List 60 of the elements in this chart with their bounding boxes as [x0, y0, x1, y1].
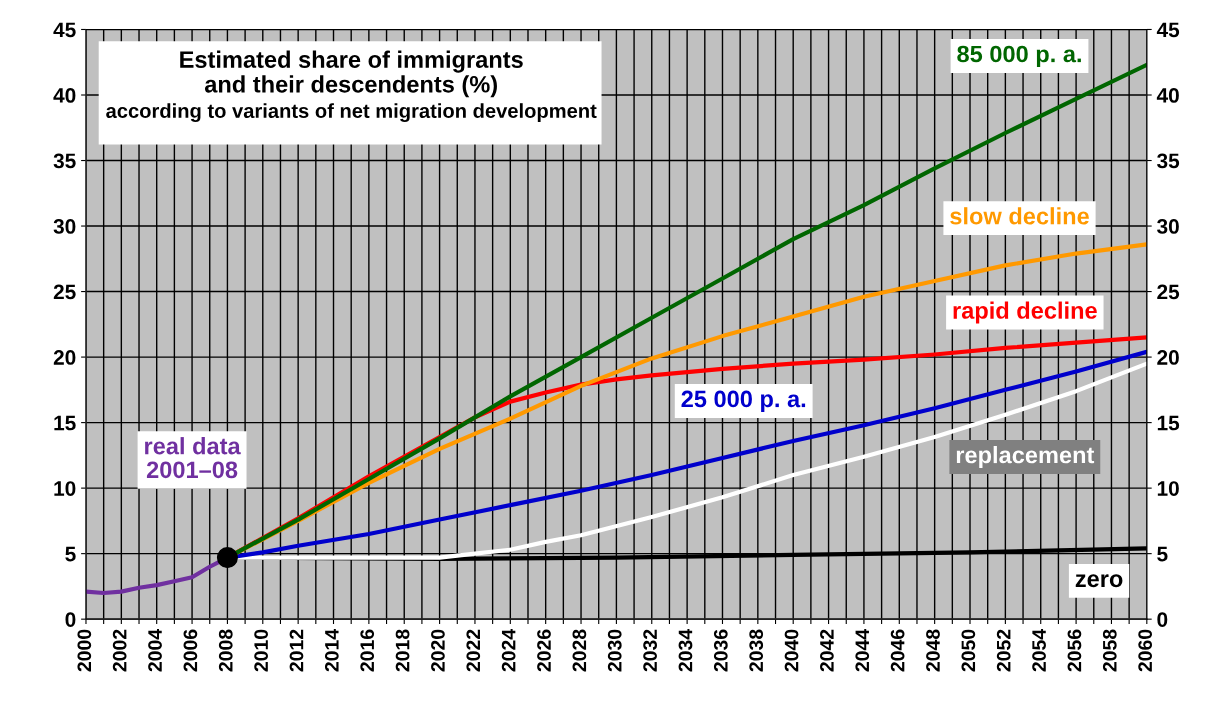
text: real data 2001–08 — [145, 437, 241, 479]
y-tick-label: 30 — [53, 219, 76, 234]
y2-tick-label: 15 — [1157, 415, 1180, 431]
x-tick-label: 2028 — [572, 629, 587, 672]
y-tick-label: 35 — [53, 153, 76, 169]
x-tick-label: 2016 — [360, 629, 375, 672]
y2-tick-label: 45 — [1156, 22, 1180, 38]
x-tick-label: 2052 — [996, 629, 1011, 672]
x-tick-label: 2060 — [1138, 629, 1153, 672]
y-tick-label: 25 — [53, 284, 76, 300]
x-tick-label: 2034 — [678, 628, 693, 672]
y2-tick-label: 25 — [1157, 284, 1180, 300]
y-tick-label: 5 — [65, 546, 76, 562]
x-tick-label: 2024 — [501, 628, 516, 672]
x-tick-label: 2000 — [77, 629, 92, 672]
series-label: rapid decline — [953, 301, 1097, 324]
x-tick-label: 2012 — [289, 629, 304, 672]
y2-tick-label: 10 — [1157, 481, 1179, 496]
x-tick-label: 2058 — [1102, 629, 1117, 672]
y-tick-label: 40 — [53, 88, 76, 103]
x-tick-label: 2056 — [1067, 629, 1082, 672]
y2-tick-label: 30 — [1157, 219, 1179, 234]
x-tick-label: 2036 — [713, 629, 728, 672]
series-label: zero — [1075, 574, 1123, 588]
y2-tick-label: 35 — [1157, 153, 1180, 169]
x-tick-label: 2004 — [148, 628, 162, 672]
x-tick-label: 2032 — [643, 629, 658, 672]
x-tick-label: 2030 — [607, 629, 622, 672]
series-label: 25 000 p. a. — [681, 390, 806, 412]
y2-tick-label: 40 — [1156, 88, 1179, 103]
y-tick-label: 0 — [65, 612, 76, 627]
x-tick-label: 2044 — [855, 628, 870, 672]
y2-tick-label: 20 — [1157, 350, 1179, 365]
series-label: 85 000 p. a. — [957, 45, 1081, 68]
x-tick-label: 2010 — [254, 629, 269, 672]
x-tick-label: 2054 — [1032, 628, 1046, 672]
x-tick-label: 2046 — [890, 629, 905, 672]
series-label: slow decline — [950, 207, 1089, 225]
x-tick-label: 2008 — [218, 629, 233, 672]
series-label: replacement — [956, 446, 1095, 469]
x-tick-label: 2050 — [961, 629, 976, 672]
text: Estimated share of immigrants and their descendents (%) — [180, 50, 523, 98]
x-tick-label: 2040 — [784, 629, 799, 672]
x-tick-label: 2006 — [183, 629, 198, 672]
x-tick-label: 2002 — [112, 629, 127, 672]
x-tick-label: 2038 — [749, 629, 764, 672]
y-tick-label: 20 — [53, 350, 76, 365]
x-tick-label: 2014 — [324, 628, 339, 672]
x-tick-label: 2048 — [926, 629, 940, 672]
x-tick-label: 2042 — [820, 629, 834, 672]
x-tick-label: 2018 — [395, 629, 410, 672]
x-tick-label: 2020 — [431, 629, 445, 672]
x-tick-label: 2022 — [466, 629, 481, 672]
x-tick-label: 2026 — [537, 629, 551, 672]
text: according to variants of net migration development — [106, 103, 597, 123]
y2-tick-label: 0 — [1157, 612, 1168, 627]
y2-tick-label: 5 — [1157, 546, 1168, 562]
y-tick-label: 15 — [54, 415, 76, 431]
y-tick-label: 10 — [54, 481, 76, 496]
y-tick-label: 45 — [53, 22, 76, 38]
